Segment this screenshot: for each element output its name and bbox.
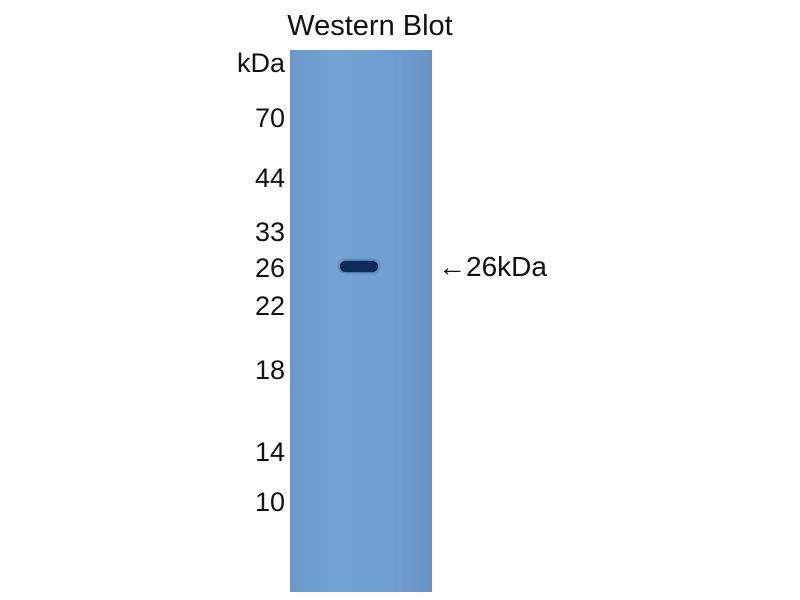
figure-title: Western Blot (287, 10, 453, 42)
protein-band (340, 261, 378, 272)
marker-label: 44 (254, 163, 285, 193)
unit-label: kDa (236, 48, 285, 78)
blot-lane (290, 50, 432, 592)
arrow-left-icon: ← (438, 251, 466, 282)
marker-label: 10 (254, 487, 285, 517)
marker-label: 14 (254, 437, 285, 467)
marker-label: 26 (254, 253, 285, 283)
band-size-label: 26kDa (466, 251, 547, 282)
marker-label: 18 (254, 355, 285, 385)
marker-label: 33 (254, 217, 285, 247)
marker-label: 22 (254, 291, 285, 321)
band-annotation: ←26kDa (438, 251, 547, 283)
marker-label: 70 (254, 103, 285, 133)
